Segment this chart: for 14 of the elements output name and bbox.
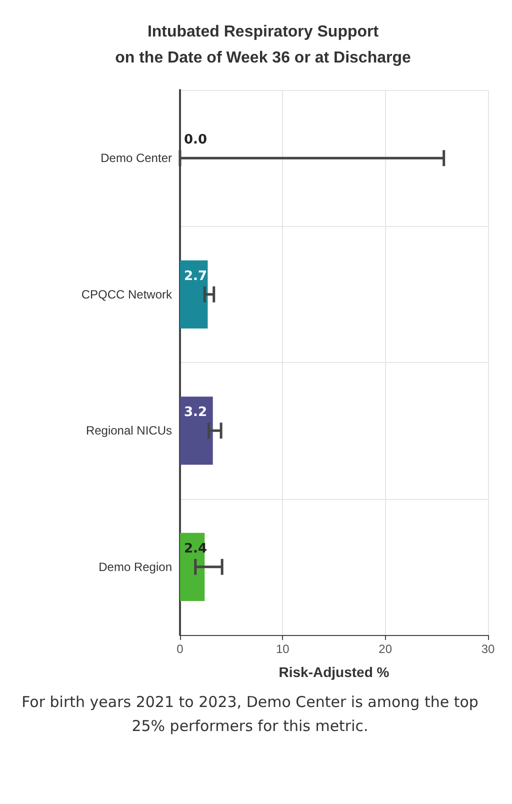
y-tick-label: Regional NICUs — [86, 424, 172, 438]
y-tick-label: Demo Region — [98, 560, 172, 574]
x-tick-label: 20 — [378, 642, 392, 656]
x-tick-label: 30 — [481, 642, 495, 656]
y-tick-label: Demo Center — [100, 151, 172, 166]
text: For birth years 2021 to 2023, Demo Center is among the top 25% performers for this metric. — [20, 692, 480, 737]
y-tick-label: CPQCC Network — [81, 287, 173, 302]
data-label: 2.7 — [184, 268, 208, 284]
x-tick-label: 10 — [276, 642, 290, 656]
x-tick-label: 0 — [176, 642, 184, 656]
chart-title: Intubated Respiratory Support on the Date of Week 36 or at Discharge — [115, 24, 411, 66]
x-axis-title: Risk-Adjusted % — [278, 664, 390, 680]
data-label: 3.2 — [184, 405, 208, 420]
data-label: 0.0 — [184, 132, 208, 148]
